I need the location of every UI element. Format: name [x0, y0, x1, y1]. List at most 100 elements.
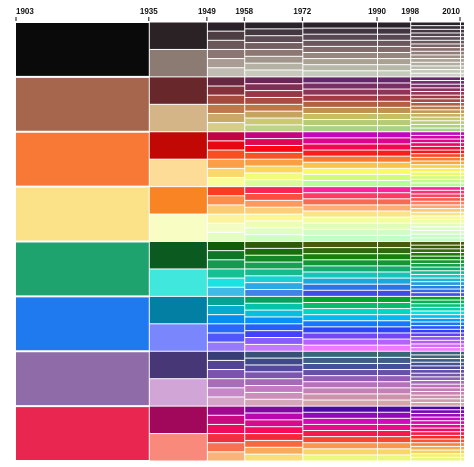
x-tick-label: 1935 — [140, 7, 158, 16]
crayon-stripe — [303, 370, 378, 376]
crayon-stripe — [411, 179, 460, 183]
crayon-stripe — [16, 407, 149, 460]
crayon-stripe — [411, 139, 460, 143]
crayon-stripe — [461, 307, 464, 311]
crayon-stripe — [378, 388, 411, 394]
crayon-stripe — [461, 326, 464, 329]
crayon-stripe — [207, 205, 245, 214]
crayon-stripe — [461, 157, 464, 161]
crayon-stripe — [461, 344, 464, 348]
crayon-stripe — [245, 440, 303, 447]
crayon-stripe — [411, 271, 460, 274]
crayon-stripe — [411, 252, 460, 256]
crayon-stripe — [411, 278, 460, 282]
crayon-stripe — [378, 52, 411, 59]
crayon-stripe — [411, 150, 460, 154]
crayon-stripe — [207, 342, 245, 351]
crayon-stripe — [461, 242, 464, 245]
crayon-stripe — [378, 107, 411, 113]
crayon-stripe — [461, 227, 464, 231]
crayon-stripe — [411, 359, 460, 362]
crayon-stripe — [207, 86, 245, 95]
crayon-stripe — [461, 179, 464, 183]
crayon-stripe — [378, 34, 411, 40]
crayon-stripe — [411, 172, 460, 176]
crayon-stripe — [411, 124, 460, 128]
crayon-stripe — [149, 269, 207, 296]
crayon-stripe — [411, 457, 460, 461]
crayon-stripe — [245, 104, 303, 111]
crayon-stripe — [207, 150, 245, 159]
x-tick-label: 1903 — [16, 7, 34, 16]
crayon-stripe — [207, 196, 245, 205]
crayon-stripe — [207, 360, 245, 370]
crayon-stripe — [461, 110, 464, 113]
crayon-stripe — [411, 424, 460, 428]
crayon-stripe — [245, 296, 303, 303]
crayon-stripe — [245, 269, 303, 276]
crayon-stripe — [16, 23, 149, 76]
crayon-stripe — [461, 315, 464, 318]
crayon-stripe — [207, 40, 245, 49]
crayon-stripe — [149, 324, 207, 351]
crayon-stripe — [303, 290, 378, 296]
crayon-stripe — [303, 46, 378, 52]
crayon-stripe — [303, 449, 378, 455]
crayon-stripe — [378, 327, 411, 333]
crayon-stripe — [245, 173, 303, 180]
crayon-stripe — [378, 77, 411, 83]
crayon-stripe — [411, 29, 460, 33]
crayon-stripe — [461, 165, 464, 168]
crayon-stripe — [461, 81, 464, 84]
crayon-stripe — [411, 146, 460, 150]
crayon-stripe — [378, 363, 411, 370]
crayon-stripe — [149, 49, 207, 77]
crayon-stripe — [461, 300, 464, 304]
crayon-stripe — [411, 128, 460, 132]
crayon-stripe — [378, 333, 411, 339]
crayon-stripe — [303, 77, 378, 83]
crayon-stripe — [245, 91, 303, 97]
crayon-stripe — [461, 370, 464, 373]
crayon-stripe — [411, 26, 460, 29]
crayon-stripe — [245, 399, 303, 406]
crayon-stripe — [411, 421, 460, 424]
crayon-stripe — [461, 424, 464, 428]
crayon-stripe — [411, 157, 460, 161]
crayon-stripe — [411, 205, 460, 209]
crayon-stripe — [207, 269, 245, 278]
crayon-stripe — [378, 296, 411, 302]
crayon-stripe — [378, 260, 411, 266]
crayon-stripe — [378, 431, 411, 437]
crayon-stripe — [461, 223, 464, 227]
crayon-stripe — [411, 62, 460, 66]
crayon-stripe — [245, 70, 303, 77]
crayon-stripe — [378, 418, 411, 424]
crayon-stripe — [378, 437, 411, 443]
crayon-stripe — [461, 176, 464, 179]
crayon-stripe — [378, 351, 411, 357]
crayon-stripe — [245, 303, 303, 310]
crayon-stripe — [207, 424, 245, 434]
crayon-stripe — [461, 198, 464, 201]
crayon-stripe — [461, 311, 464, 315]
crayon-stripe — [378, 443, 411, 449]
crayon-stripe — [16, 187, 149, 241]
crayon-stripe — [461, 377, 464, 381]
x-tick-label: 1972 — [293, 7, 311, 16]
crayon-stripe — [303, 40, 378, 46]
crayon-stripe — [303, 52, 378, 59]
crayon-stripe — [207, 22, 245, 31]
crayon-stripe — [207, 260, 245, 269]
crayon-stripe — [411, 366, 460, 370]
crayon-stripe — [411, 256, 460, 260]
crayon-stripe — [461, 274, 464, 278]
crayon-stripe — [411, 454, 460, 457]
crayon-stripe — [411, 428, 460, 432]
crayon-stripe — [461, 106, 464, 110]
crayon-stripe — [378, 187, 411, 193]
crayon-stripe — [461, 143, 464, 146]
crayon-stripe — [461, 278, 464, 282]
crayon-stripe — [149, 379, 207, 406]
crayon-stripe — [245, 77, 303, 84]
